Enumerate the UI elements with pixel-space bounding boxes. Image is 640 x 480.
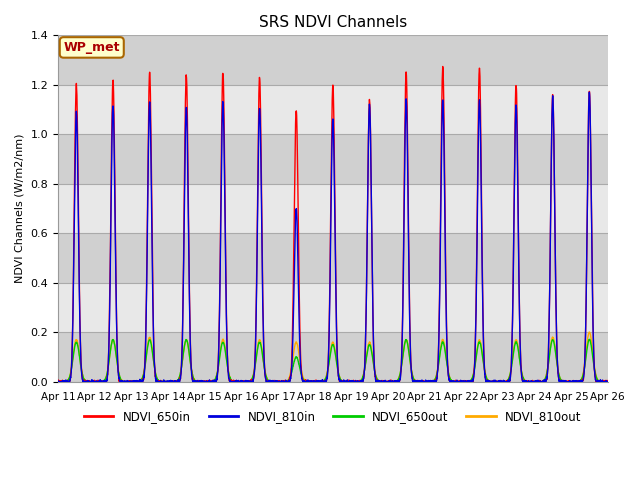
Y-axis label: NDVI Channels (W/m2/nm): NDVI Channels (W/m2/nm) [15,134,25,283]
NDVI_650in [150,331,157,337]
NDVI_810out [593,376,601,382]
NDVI_650out [54,378,62,384]
NDVI_810out [534,379,541,385]
NDVI_810in [150,335,157,340]
NDVI_810in [593,379,601,385]
NDVI_650out [289,364,297,370]
Bar [58,36,608,85]
Title: SRS NDVI Channels: SRS NDVI Channels [259,15,407,30]
NDVI_810out [586,329,593,335]
NDVI_650in [593,378,601,384]
Text: WP_met: WP_met [63,41,120,54]
NDVI_810out [150,357,157,362]
NDVI_650out [586,336,593,342]
NDVI_650out [593,377,601,383]
NDVI_810in [586,89,593,95]
NDVI_650in [117,379,125,385]
NDVI_650in [604,379,612,385]
NDVI_650out [54,379,62,385]
NDVI_650out [604,379,612,384]
Line: NDVI_650out: NDVI_650out [58,339,608,382]
Bar [58,233,608,283]
Bar [58,134,608,184]
NDVI_810out [117,377,125,383]
Bar [58,283,608,332]
NDVI_650in [289,314,297,320]
NDVI_810in [534,379,541,385]
NDVI_810in [604,379,612,384]
Bar [58,85,608,134]
Line: NDVI_810out: NDVI_810out [58,332,608,382]
NDVI_650in [534,379,542,384]
NDVI_650in [439,64,447,70]
NDVI_650in [54,378,62,384]
NDVI_650in [265,379,273,385]
Line: NDVI_810in: NDVI_810in [58,92,608,382]
NDVI_810in [54,379,62,385]
NDVI_810in [54,378,62,384]
NDVI_650out [117,377,125,383]
NDVI_810out [289,356,297,362]
Bar [58,184,608,233]
Bar [58,332,608,382]
NDVI_650out [265,379,273,384]
NDVI_650in [55,379,63,385]
NDVI_810out [604,379,612,384]
NDVI_810in [289,336,297,342]
NDVI_650out [150,358,157,364]
NDVI_650out [534,379,541,385]
NDVI_810out [265,378,273,384]
Line: NDVI_650in: NDVI_650in [58,67,608,382]
NDVI_810out [54,379,62,385]
NDVI_810out [54,379,62,384]
Legend: NDVI_650in, NDVI_810in, NDVI_650out, NDVI_810out: NDVI_650in, NDVI_810in, NDVI_650out, NDV… [79,406,586,428]
NDVI_810in [265,378,273,384]
NDVI_810in [117,379,125,385]
